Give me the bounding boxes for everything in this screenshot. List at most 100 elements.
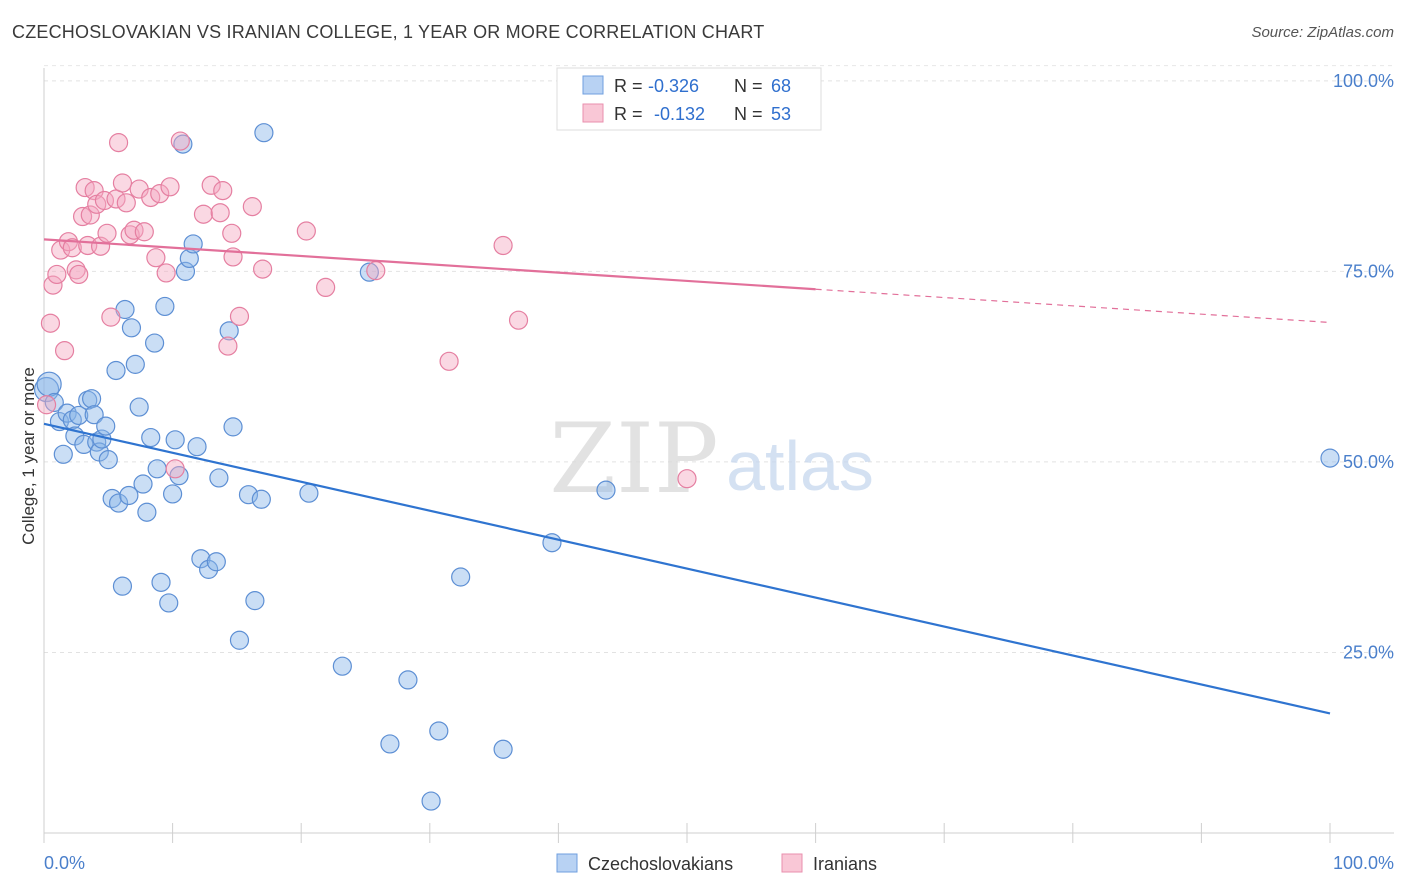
- point-iranians-50: [508, 310, 529, 330]
- series-legend-label-czechoslovakians: Czechoslovakians: [588, 854, 733, 874]
- point-czechoslovakians-8: [69, 405, 89, 426]
- point-czechoslovakians-16: [96, 416, 116, 436]
- point-czechoslovakians-29: [141, 427, 161, 448]
- point-iranians-3: [47, 264, 67, 285]
- point-iranians-37: [210, 203, 230, 223]
- series-legend-swatch-czechoslovakians: [556, 853, 578, 873]
- point-czechoslovakians-32: [151, 572, 171, 592]
- point-iranians-27: [134, 222, 154, 242]
- watermark-atlas: atlas: [726, 427, 874, 505]
- point-czechoslovakians-23: [119, 485, 139, 506]
- y-tick-label-50: 50.0%: [1343, 452, 1394, 472]
- y-tick-label-75: 75.0%: [1343, 261, 1394, 281]
- point-czechoslovakians-52: [251, 489, 271, 509]
- point-czechoslovakians-50: [238, 485, 259, 505]
- trendline-czechoslovakians: [43, 422, 1331, 715]
- point-iranians-32: [160, 177, 180, 197]
- point-iranians-47: [366, 261, 386, 281]
- legend-n-label-2: N =: [734, 104, 763, 124]
- x-tick-label-max: 100.0%: [1333, 853, 1394, 873]
- point-czechoslovakians-24: [121, 318, 142, 338]
- point-iranians-38: [213, 181, 233, 201]
- x-tick-label-min: 0.0%: [44, 853, 85, 873]
- point-czechoslovakians-64: [596, 480, 616, 500]
- point-czechoslovakians-33: [155, 296, 175, 317]
- point-iranians-33: [165, 459, 185, 479]
- point-czechoslovakians-49: [229, 630, 250, 650]
- point-iranians-48: [439, 351, 459, 371]
- point-czechoslovakians-20: [108, 493, 129, 513]
- point-iranians-10: [72, 206, 93, 227]
- point-czechoslovakians-62: [493, 739, 513, 759]
- point-czechoslovakians-61: [451, 567, 471, 587]
- point-iranians-5: [54, 341, 75, 361]
- point-iranians-0: [36, 395, 57, 415]
- point-czechoslovakians-36: [165, 430, 185, 450]
- point-czechoslovakians-34: [159, 593, 179, 613]
- point-czechoslovakians-45: [206, 552, 226, 572]
- point-iranians-46: [316, 277, 336, 298]
- series-legend-swatch-iranians: [781, 853, 803, 873]
- y-tick-labels: 25.0% 50.0% 75.0% 100.0%: [1333, 71, 1394, 663]
- series-legend: Czechoslovakians Iranians: [556, 853, 877, 874]
- point-czechoslovakians-35: [163, 484, 183, 504]
- point-iranians-2: [43, 275, 63, 295]
- watermark: ZIP atlas: [549, 403, 874, 515]
- point-iranians-51: [677, 469, 697, 489]
- point-czechoslovakians-65: [1320, 448, 1340, 468]
- point-iranians-42: [229, 306, 250, 326]
- point-czechoslovakians-42: [187, 437, 207, 457]
- legend-n-value-1: 68: [771, 76, 791, 96]
- point-czechoslovakians-28: [137, 502, 157, 522]
- legend-r-value-2: -0.132: [654, 104, 705, 124]
- point-iranians-22: [112, 173, 133, 193]
- point-iranians-45: [296, 221, 316, 241]
- point-czechoslovakians-25: [125, 354, 145, 374]
- point-iranians-43: [242, 197, 262, 217]
- x-ticks: [43, 823, 1331, 843]
- axes: [43, 68, 1394, 834]
- point-iranians-23: [116, 193, 136, 213]
- point-iranians-49: [493, 235, 513, 256]
- legend-swatch-czechoslovakians: [582, 75, 604, 95]
- gridlines: [44, 65, 1394, 653]
- y-tick-label-25: 25.0%: [1343, 642, 1394, 662]
- legend-r-label-2: R =: [614, 104, 643, 124]
- point-czechoslovakians-43: [191, 549, 211, 569]
- point-czechoslovakians-26: [129, 397, 149, 417]
- legend-n-label-1: N =: [734, 76, 763, 96]
- point-iranians-13: [80, 205, 100, 225]
- point-czechoslovakians-51: [245, 591, 265, 611]
- point-czechoslovakians-58: [398, 670, 418, 690]
- y-tick-label-100: 100.0%: [1333, 71, 1394, 91]
- watermark-zip: ZIP: [549, 403, 718, 515]
- point-czechoslovakians-17: [98, 450, 118, 470]
- point-czechoslovakians-11: [81, 389, 102, 409]
- point-czechoslovakians-38: [173, 134, 193, 154]
- point-iranians-40: [222, 223, 242, 243]
- point-czechoslovakians-21: [112, 576, 133, 596]
- point-czechoslovakians-19: [106, 360, 126, 381]
- point-iranians-30: [150, 184, 170, 204]
- point-iranians-44: [253, 259, 273, 279]
- point-czechoslovakians-47: [219, 321, 239, 341]
- legend-r-label-1: R =: [614, 76, 643, 96]
- point-czechoslovakians-44: [199, 559, 219, 579]
- point-czechoslovakians-56: [359, 262, 379, 282]
- point-iranians-21: [108, 132, 129, 153]
- legend: R = -0.326 N = 68 R = -0.132 N = 53: [556, 67, 822, 131]
- legend-n-value-2: 53: [771, 104, 791, 124]
- point-iranians-25: [124, 220, 144, 240]
- chart-title: CZECHOSLOVAKIAN VS IRANIAN COLLEGE, 1 YE…: [12, 22, 765, 42]
- legend-swatch-iranians: [582, 103, 604, 123]
- point-iranians-39: [218, 336, 238, 356]
- point-czechoslovakians-1: [36, 371, 62, 397]
- point-czechoslovakians-57: [380, 734, 400, 754]
- point-czechoslovakians-46: [209, 468, 229, 488]
- point-iranians-18: [97, 223, 117, 243]
- point-czechoslovakians-4: [53, 444, 73, 464]
- point-czechoslovakians-48: [223, 417, 243, 437]
- point-iranians-34: [170, 131, 190, 151]
- point-iranians-31: [156, 263, 176, 283]
